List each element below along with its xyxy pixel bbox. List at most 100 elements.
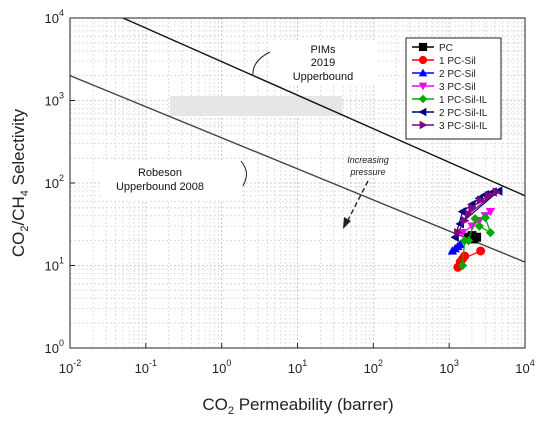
x-tick-label: 100 bbox=[212, 358, 231, 376]
legend-item: 3 PC-Sil bbox=[412, 82, 476, 93]
data-point bbox=[474, 221, 484, 231]
legend-label: 2 PC-Sil bbox=[439, 69, 476, 80]
robeson-leader-curve bbox=[240, 160, 247, 187]
upperbound-lines bbox=[70, 18, 525, 263]
data-point bbox=[457, 260, 468, 271]
increasing-label-line2: pressure bbox=[349, 167, 385, 177]
legend-label: 1 PC-Sil bbox=[439, 56, 476, 67]
data-point bbox=[476, 246, 486, 256]
data-point bbox=[476, 195, 486, 205]
y-axis-title-part2: 2 bbox=[19, 226, 31, 232]
x-tick-base: 10 bbox=[439, 361, 453, 376]
pims-label-line2: 2019 bbox=[311, 57, 335, 69]
legend-item: 2 PC-Sil-IL bbox=[412, 107, 488, 119]
legend-label: 2 PC-Sil-IL bbox=[439, 108, 488, 119]
x-tick-label: 10-2 bbox=[59, 358, 81, 376]
legend-marker bbox=[418, 107, 427, 117]
y-tick-base: 10 bbox=[45, 259, 59, 274]
x-tick-base: 10 bbox=[364, 361, 378, 376]
y-tick-exp: 0 bbox=[59, 338, 64, 348]
x-tick-exp: -2 bbox=[73, 358, 81, 368]
data-point bbox=[455, 239, 465, 249]
x-axis-title-rest: Permeability (barrer) bbox=[234, 395, 394, 414]
y-tick-exp: 1 bbox=[59, 256, 64, 266]
legend-item: 3 PC-Sil-IL bbox=[412, 120, 488, 132]
data-point bbox=[485, 228, 496, 238]
y-tick-base: 10 bbox=[45, 11, 59, 26]
x-axis-title: CO2 Permeability (barrer) bbox=[202, 395, 393, 417]
y-tick-exp: 3 bbox=[59, 91, 64, 101]
increasing-pressure-arrow-line bbox=[345, 180, 369, 225]
y-tick-base: 10 bbox=[45, 94, 59, 109]
y-axis-title-part1: CO bbox=[9, 232, 28, 258]
y-tick-label: 100 bbox=[45, 338, 64, 356]
robeson-label-box bbox=[100, 160, 240, 200]
series-7 bbox=[454, 187, 502, 238]
legend-item: 1 PC-Sil-IL bbox=[412, 94, 488, 106]
x-tick-label: 103 bbox=[439, 358, 458, 376]
y-tick-base: 10 bbox=[45, 341, 59, 356]
x-tick-label: 102 bbox=[364, 358, 383, 376]
pims-label-line3: Upperbound bbox=[293, 71, 354, 83]
x-tick-exp: 2 bbox=[378, 358, 383, 368]
y-tick-label: 103 bbox=[45, 91, 64, 109]
pims-label-box bbox=[268, 40, 378, 86]
data-point bbox=[492, 187, 502, 197]
data-point bbox=[485, 207, 496, 217]
x-tick-base: 10 bbox=[212, 361, 226, 376]
legend-label: 3 PC-Sil bbox=[439, 82, 476, 93]
legend-label: 3 PC-Sil-IL bbox=[439, 121, 488, 132]
data-point bbox=[463, 236, 474, 246]
x-axis-title-main: CO bbox=[202, 395, 228, 414]
data-point bbox=[467, 222, 477, 231]
increasing-pressure-arrowhead bbox=[343, 217, 351, 229]
x-tick-base: 10 bbox=[59, 361, 73, 376]
robeson-label-line1: Robeson bbox=[138, 167, 182, 179]
data-point bbox=[450, 243, 460, 253]
data-point bbox=[454, 227, 463, 238]
legend-marker bbox=[418, 55, 428, 65]
x-tick-base: 10 bbox=[135, 361, 149, 376]
pims-label-line1: PIMs bbox=[310, 44, 336, 56]
y-tick-base: 10 bbox=[45, 176, 59, 191]
highlight-band bbox=[170, 96, 342, 116]
series-5 bbox=[457, 213, 496, 271]
legend-marker bbox=[419, 120, 428, 130]
legend-marker bbox=[418, 42, 428, 52]
y-tick-label: 102 bbox=[45, 173, 64, 191]
data-markers bbox=[447, 186, 503, 272]
legend-item: 2 PC-Sil bbox=[412, 68, 476, 80]
y-tick-exp: 2 bbox=[59, 173, 64, 183]
robeson-label-line2: Upperbound 2008 bbox=[116, 181, 204, 193]
series-3 bbox=[447, 239, 465, 255]
upperbound-line-1 bbox=[122, 18, 525, 197]
data-point bbox=[470, 213, 480, 224]
legend-item: 1 PC-Sil bbox=[412, 55, 476, 67]
pims-leader-curve bbox=[252, 51, 271, 77]
data-point bbox=[464, 209, 474, 219]
data-point bbox=[468, 203, 477, 213]
upperbound-line-2 bbox=[70, 75, 525, 263]
x-tick-base: 10 bbox=[515, 361, 529, 376]
legend-marker bbox=[418, 68, 428, 77]
y-tick-exp: 4 bbox=[59, 8, 64, 18]
x-tick-exp: 1 bbox=[302, 358, 307, 368]
x-tick-label: 101 bbox=[288, 358, 307, 376]
x-tick-exp: -1 bbox=[149, 358, 157, 368]
y-tick-label: 101 bbox=[45, 256, 64, 274]
legend-label: PC bbox=[439, 43, 453, 54]
y-axis-title-part5: Selectivity bbox=[9, 108, 28, 190]
x-tick-exp: 4 bbox=[530, 358, 535, 368]
x-tick-label: 10-1 bbox=[135, 358, 157, 376]
data-point bbox=[480, 213, 490, 223]
legend-item: PC bbox=[412, 42, 453, 54]
increasing-label-line1: Increasing bbox=[347, 155, 389, 165]
legend-marker bbox=[418, 94, 428, 104]
data-point bbox=[484, 191, 494, 201]
y-axis-title: CO2/CH4 Selectivity bbox=[9, 108, 31, 257]
legend-marker bbox=[418, 82, 428, 91]
x-tick-exp: 0 bbox=[226, 358, 231, 368]
y-tick-label: 104 bbox=[45, 8, 64, 26]
